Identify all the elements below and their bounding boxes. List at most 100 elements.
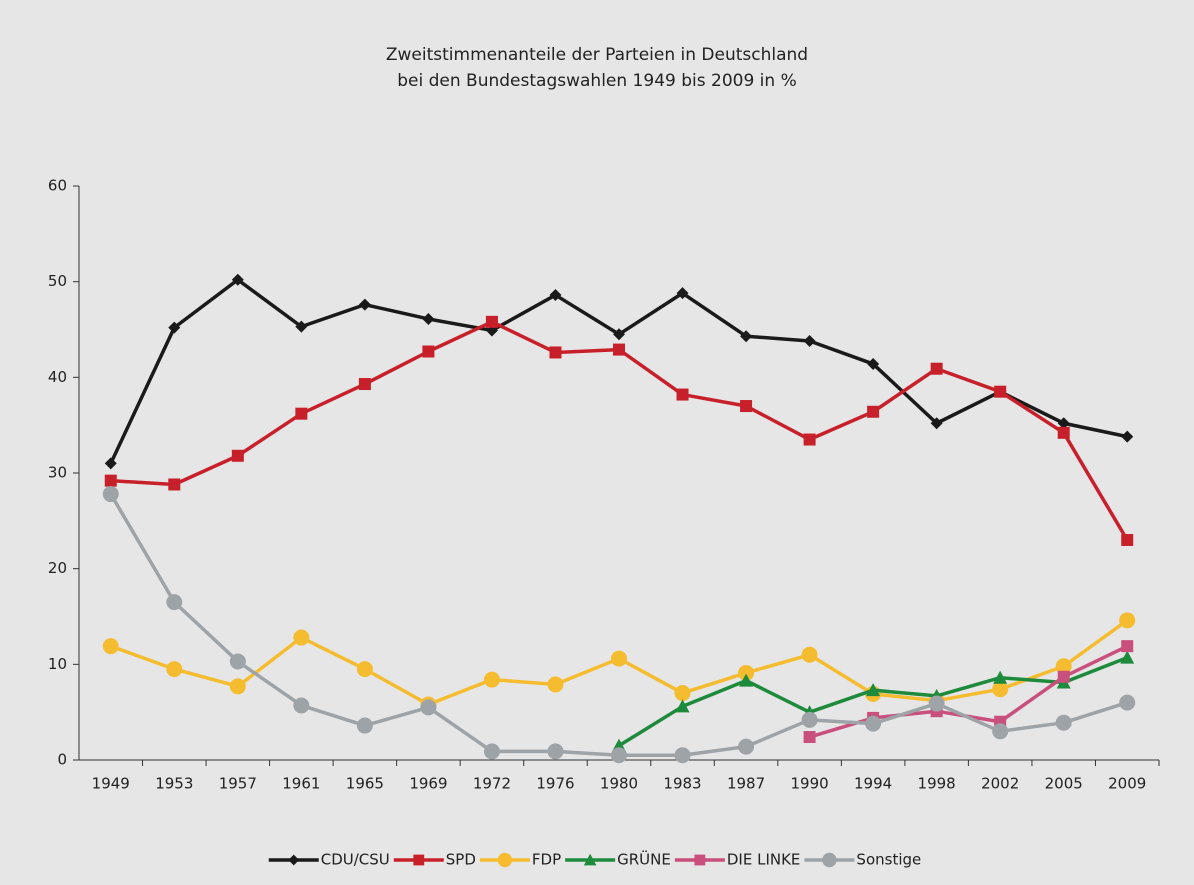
marker [994,385,1007,398]
marker [166,594,183,611]
marker [739,673,754,687]
marker [1121,533,1134,546]
x-tick-label: 1994 [854,775,892,793]
legend-label: SPD [446,851,476,869]
marker [1055,658,1072,675]
marker [1120,650,1135,664]
marker [1057,417,1070,430]
marker [1121,430,1134,443]
x-tick-label: 1980 [600,775,638,793]
marker [803,334,816,347]
marker [803,731,816,744]
y-tick-label: 50 [48,272,67,290]
marker [229,653,246,670]
marker [613,328,625,341]
marker [485,315,498,328]
marker [865,715,882,732]
legend: CDU/CSU SPD FDP GRÜNE DIE LINKE Sonstige [268,850,921,869]
marker [104,474,117,487]
marker [930,417,943,430]
x-tick-label: 1949 [92,775,130,793]
x-tick-label: 1972 [473,775,511,793]
legend-marker [822,852,837,868]
marker [867,357,880,370]
marker [740,400,753,413]
marker [1057,426,1070,439]
marker [104,457,117,470]
marker [293,697,310,714]
marker [1119,612,1136,629]
chart-title: Zweitstimmenanteile der Parteien in Deut… [386,45,808,65]
marker [549,346,562,359]
marker [231,449,244,462]
x-tick-label: 1998 [918,775,956,793]
marker [547,676,564,693]
y-tick-label: 60 [48,177,67,195]
legend-marker [583,853,597,866]
marker [483,743,500,760]
x-tick-label: 2009 [1108,775,1146,793]
legend-label: DIE LINKE [727,851,801,869]
marker [993,670,1008,684]
y-tick-label: 40 [48,368,67,386]
marker [803,433,816,446]
x-tick-label: 1990 [790,775,828,793]
marker [611,650,627,667]
marker [738,664,755,681]
marker [611,747,627,764]
x-tick-label: 1961 [282,775,320,793]
marker [483,671,500,688]
marker [801,646,818,663]
marker [1121,640,1134,653]
marker [928,695,945,712]
marker [676,287,689,300]
marker [295,407,308,420]
marker [676,388,689,401]
marker [675,699,690,713]
marker [738,738,755,755]
marker [1055,714,1072,731]
marker [102,638,119,655]
legend-marker [288,854,300,866]
marker [422,312,435,325]
y-tick-label: 0 [57,751,67,769]
marker [295,320,308,333]
marker [930,362,943,375]
marker [356,717,373,734]
marker [293,629,310,646]
marker [801,711,818,728]
marker [992,723,1009,740]
y-tick-label: 20 [48,559,67,577]
marker [992,681,1009,698]
marker [547,743,564,760]
marker [866,683,881,697]
marker [740,330,753,343]
series-line [109,278,1128,465]
marker [674,685,691,702]
x-tick-label: 1957 [219,775,257,793]
legend-label: FDP [532,851,561,869]
legend-marker [497,852,513,868]
marker [867,405,880,418]
marker [1057,670,1070,683]
marker [356,661,373,678]
marker [358,378,371,391]
marker [549,289,562,302]
marker [422,345,435,358]
x-tick-label: 2005 [1045,775,1083,793]
marker [358,298,371,311]
y-tick-label: 30 [48,464,67,482]
marker [168,321,181,334]
legend-label: GRÜNE [617,850,671,869]
x-tick-label: 1987 [727,775,765,793]
x-tick-label: 1953 [155,775,193,793]
x-tick-label: 1976 [536,775,574,793]
y-tick-label: 10 [48,655,67,673]
marker [102,486,119,503]
x-tick-label: 2002 [981,775,1019,793]
legend-label: CDU/CSU [321,851,390,869]
chart-title: bei den Bundestagswahlen 1949 bis 2009 i… [397,71,796,91]
marker [231,273,244,286]
x-tick-label: 1969 [409,775,447,793]
